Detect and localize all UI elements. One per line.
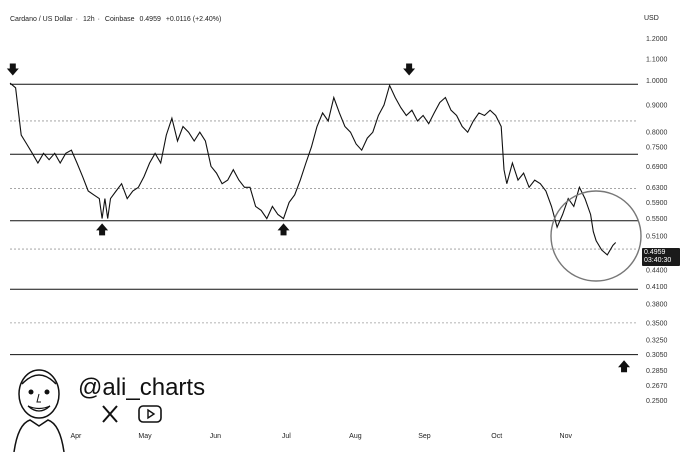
interval: 12h (82, 16, 95, 23)
y-tick-label: 0.8000 (646, 130, 668, 137)
y-tick-label: 0.5500 (646, 216, 668, 223)
x-tick-label: Aug (349, 433, 362, 440)
price-line (9, 82, 617, 256)
y-tick-label: 0.4100 (646, 284, 668, 291)
arrow-down-icon (403, 63, 416, 76)
price-change: +0.0116 (+2.40%) (165, 16, 222, 23)
y-tick-label: 0.2670 (646, 383, 668, 390)
currency-label: USD (644, 15, 659, 22)
youtube-icon[interactable] (138, 404, 162, 424)
y-tick-label: 1.0000 (646, 78, 668, 85)
pair-name: Cardano / US Dollar (10, 16, 73, 23)
y-tick-label: 0.2850 (646, 368, 668, 375)
author-handle: @ali_charts (78, 374, 206, 401)
y-tick-label: 0.4400 (646, 268, 668, 275)
bar-countdown: 03:40:30 (644, 257, 672, 264)
chart-header: Cardano / US Dollar · 12h · Coinbase 0.495… (10, 16, 222, 23)
y-tick-label: 0.7500 (646, 145, 668, 152)
y-tick-label: 1.1000 (646, 56, 668, 63)
y-tick-label: 0.2500 (646, 398, 668, 405)
last-price: 0.4959 (139, 16, 161, 23)
arrow-up-icon (96, 223, 109, 236)
social-links (100, 404, 162, 424)
highlight-circle (550, 190, 642, 282)
exchange: Coinbase (104, 16, 135, 23)
x-tick-label: Jul (282, 433, 291, 440)
x-logo-icon[interactable] (100, 404, 120, 424)
arrow-down-icon (6, 63, 19, 76)
x-tick-label: Oct (491, 433, 502, 440)
current-price-tag: 0.4959 03:40:30 (642, 248, 680, 266)
y-tick-label: 0.3800 (646, 301, 668, 308)
x-tick-label: Nov (560, 433, 573, 440)
x-tick-label: Sep (418, 433, 431, 440)
y-tick-label: 0.6900 (646, 164, 668, 171)
y-tick-label: 0.5900 (646, 200, 668, 207)
y-tick-label: 0.3500 (646, 320, 668, 327)
y-tick-label: 0.9000 (646, 103, 668, 110)
y-tick-label: 0.3050 (646, 352, 668, 359)
x-tick-label: May (138, 433, 152, 440)
arrow-up-icon (618, 360, 631, 373)
y-tick-label: 1.2000 (646, 36, 668, 43)
y-tick-label: 0.5100 (646, 234, 668, 241)
y-tick-label: 0.3250 (646, 337, 668, 344)
x-tick-label: Apr (70, 433, 82, 440)
arrow-up-icon (277, 223, 290, 236)
y-tick-label: 0.6300 (646, 185, 668, 192)
x-tick-label: Jun (210, 433, 221, 440)
avatar (10, 364, 68, 453)
current-price: 0.4959 (644, 249, 666, 256)
